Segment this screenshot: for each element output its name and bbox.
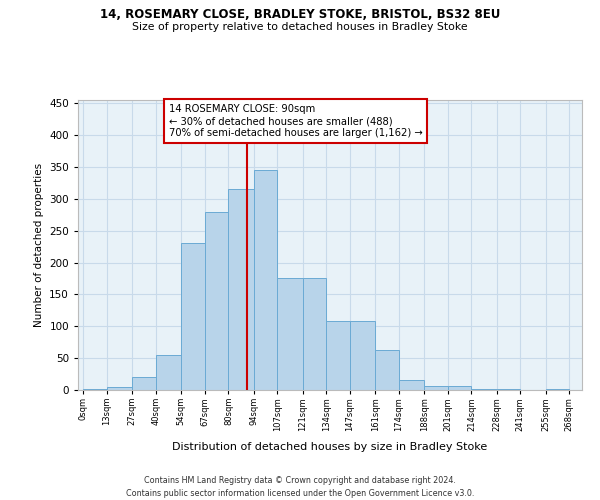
Bar bbox=[205, 212, 229, 390]
Bar bbox=[376, 350, 399, 390]
Bar bbox=[133, 378, 156, 390]
Bar bbox=[424, 386, 448, 390]
Y-axis label: Number of detached properties: Number of detached properties bbox=[34, 163, 44, 327]
Bar bbox=[229, 189, 254, 390]
Text: Contains public sector information licensed under the Open Government Licence v3: Contains public sector information licen… bbox=[126, 489, 474, 498]
Bar bbox=[83, 388, 107, 390]
Text: Size of property relative to detached houses in Bradley Stoke: Size of property relative to detached ho… bbox=[132, 22, 468, 32]
Bar bbox=[326, 321, 350, 390]
Text: 14, ROSEMARY CLOSE, BRADLEY STOKE, BRISTOL, BS32 8EU: 14, ROSEMARY CLOSE, BRADLEY STOKE, BRIST… bbox=[100, 8, 500, 20]
Bar bbox=[181, 244, 205, 390]
Bar bbox=[254, 170, 277, 390]
Bar bbox=[107, 387, 133, 390]
Bar bbox=[546, 388, 569, 390]
Bar bbox=[350, 321, 376, 390]
Bar bbox=[472, 388, 497, 390]
Bar bbox=[303, 278, 326, 390]
Bar bbox=[277, 278, 303, 390]
Text: Contains HM Land Registry data © Crown copyright and database right 2024.: Contains HM Land Registry data © Crown c… bbox=[144, 476, 456, 485]
Text: Distribution of detached houses by size in Bradley Stoke: Distribution of detached houses by size … bbox=[172, 442, 488, 452]
Text: 14 ROSEMARY CLOSE: 90sqm
← 30% of detached houses are smaller (488)
70% of semi-: 14 ROSEMARY CLOSE: 90sqm ← 30% of detach… bbox=[169, 104, 422, 138]
Bar bbox=[156, 355, 181, 390]
Bar bbox=[448, 386, 472, 390]
Bar bbox=[399, 380, 424, 390]
Bar bbox=[497, 388, 520, 390]
